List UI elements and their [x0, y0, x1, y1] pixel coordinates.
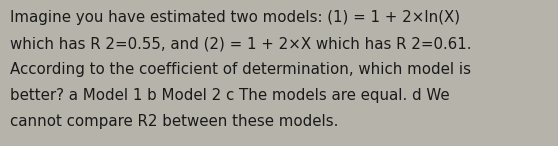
Text: which has R 2=0.55, and (2) = 1 + 2×X which has R 2=0.61.: which has R 2=0.55, and (2) = 1 + 2×X wh… — [10, 36, 472, 51]
Text: According to the coefficient of determination, which model is: According to the coefficient of determin… — [10, 62, 471, 77]
Text: Imagine you have estimated two models: (1) = 1 + 2×ln(X): Imagine you have estimated two models: (… — [10, 10, 460, 25]
Text: cannot compare R2 between these models.: cannot compare R2 between these models. — [10, 114, 338, 129]
Text: better? a Model 1 b Model 2 c The models are equal. d We: better? a Model 1 b Model 2 c The models… — [10, 88, 450, 103]
